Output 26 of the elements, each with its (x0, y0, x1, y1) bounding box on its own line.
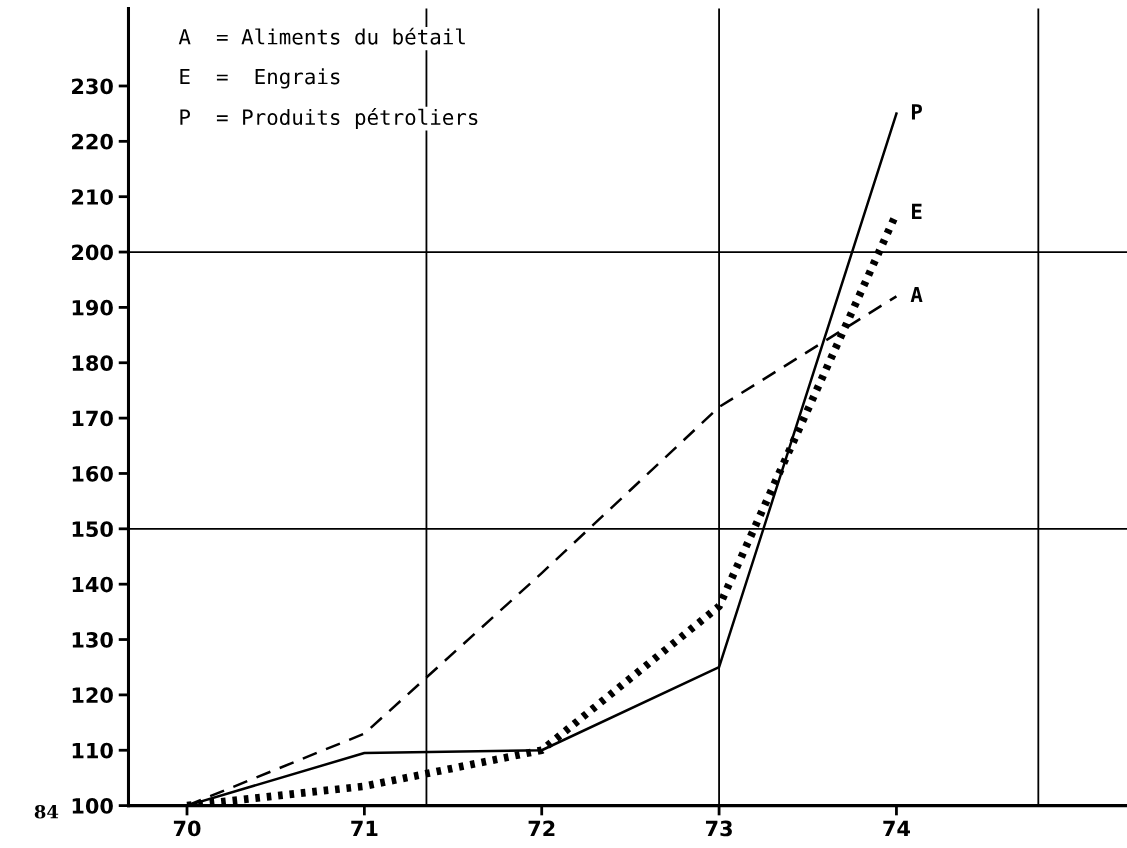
x-tick-label: 71 (351, 820, 378, 837)
x-tick-label: 73 (705, 820, 732, 837)
y-tick-label: 110 (72, 742, 113, 759)
y-tick-label: 190 (72, 299, 113, 316)
y-tick-label: 220 (72, 133, 113, 150)
y-tick-label: 150 (72, 521, 113, 538)
y-tick-label: 230 (72, 78, 113, 95)
series-label: A (910, 286, 923, 303)
y-tick-label: 160 (72, 465, 113, 482)
annotation: A = Aliments du bétail (178, 27, 465, 45)
y-tick-label: 120 (72, 687, 113, 704)
annotation: P = Produits pétroliers (180, 108, 478, 130)
y-tick-label: 180 (72, 355, 113, 371)
y-tick-label: 170 (72, 410, 113, 427)
annotation: E = Engrais (180, 68, 340, 89)
series-label: E (912, 203, 922, 220)
y-tick-label: 210 (72, 189, 113, 205)
x-tick-label: 72 (528, 820, 555, 837)
series-label: P (911, 104, 922, 120)
x-tick-label: 74 (883, 820, 910, 837)
y-tick-label: 140 (72, 576, 113, 593)
y-tick-label: 100 (72, 798, 113, 814)
y-tick-label: 130 (72, 631, 113, 648)
y-tick-label: 200 (72, 244, 113, 261)
text: 84 (34, 804, 59, 819)
x-tick-label: 70 (173, 820, 201, 837)
